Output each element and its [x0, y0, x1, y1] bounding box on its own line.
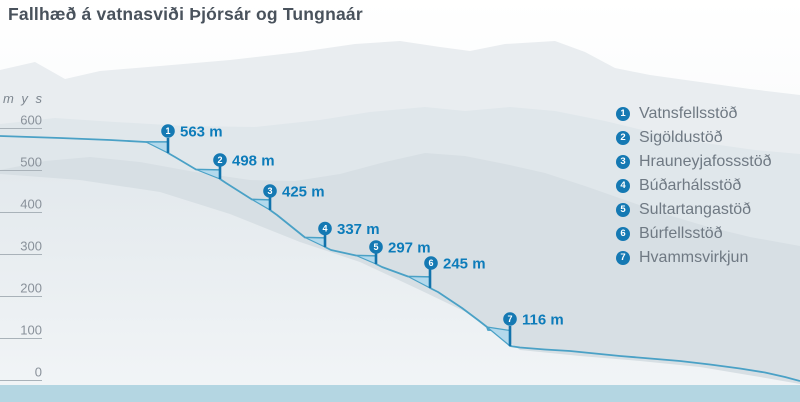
reservoir-wedges	[145, 141, 511, 347]
station-elevation-label: 563 m	[180, 124, 223, 141]
station-badge-1	[161, 124, 175, 138]
legend-badge-5: 5	[616, 203, 630, 217]
legend-item-vatnsfellsstod: 1 Vatnsfellsstöð	[616, 102, 772, 126]
tick-label-500: 500	[20, 155, 42, 170]
station-badge-2	[213, 153, 227, 167]
legend-station-name: Sultartangastöð	[639, 201, 752, 218]
station-elevation-label: 297 m	[388, 240, 431, 257]
station-badge-number: 2	[217, 155, 222, 165]
station-elevation-label: 116 m	[522, 312, 564, 329]
foreground-valley	[0, 174, 800, 402]
station-marker-7: 7 116 m	[503, 312, 564, 329]
page-title: Fallhæð á vatnasviði Þjórsár og Tungnaár	[8, 4, 363, 24]
station-marker-5: 5 297 m	[369, 240, 431, 257]
legend-item-sultartangastod: 5 Sultartangastöð	[616, 198, 772, 222]
station-marker-6: 6 245 m	[424, 256, 486, 273]
station-elevation-label: 425 m	[282, 184, 325, 201]
dam-ticks	[166, 138, 512, 346]
tick-label-300: 300	[20, 239, 42, 254]
axis-unit-label: m y s	[3, 91, 44, 106]
legend-badge-2: 2	[616, 131, 630, 145]
station-badge-number: 1	[165, 126, 170, 136]
station-badge-number: 4	[322, 224, 327, 234]
legend-item-hvammsvirkjun: 7 Hvammsvirkjun	[616, 246, 772, 270]
legend-station-name: Hrauneyjafossstöð	[639, 153, 772, 170]
station-elevation-label: 245 m	[443, 256, 486, 273]
tick-label-600: 600	[20, 113, 42, 128]
station-legend: 1 Vatnsfellsstöð 2 Sigöldustöð 3 Hrauney…	[616, 102, 772, 270]
tick-label-200: 200	[20, 281, 42, 296]
legend-badge-7: 7	[616, 251, 630, 265]
legend-badge-1: 1	[616, 107, 630, 121]
y-axis: m y s 600 500 400 300 200 100 0	[0, 91, 44, 381]
legend-badge-3: 3	[616, 155, 630, 169]
legend-item-sigoldustod: 2 Sigöldustöð	[616, 126, 772, 150]
legend-badge-4: 4	[616, 179, 630, 193]
legend-item-hrauneyjafossstod: 3 Hrauneyjafossstöð	[616, 150, 772, 174]
station-badge-number: 6	[428, 258, 433, 268]
legend-item-burfellsstod: 6 Búrfellsstöð	[616, 222, 772, 246]
legend-station-name: Búðarhálsstöð	[639, 177, 742, 194]
legend-badge-6: 6	[616, 227, 630, 241]
legend-station-name: Búrfellsstöð	[639, 225, 723, 242]
station-elevation-label: 498 m	[232, 153, 275, 170]
station-marker-2: 2 498 m	[213, 153, 275, 170]
station-marker-4: 4 337 m	[318, 221, 380, 238]
station-badge-number: 5	[373, 242, 378, 252]
station-elevation-label: 337 m	[337, 221, 380, 238]
legend-station-name: Hvammsvirkjun	[639, 249, 749, 266]
station-badge-4	[318, 221, 332, 236]
station-badge-5	[369, 240, 383, 254]
tick-label-100: 100	[20, 323, 42, 338]
station-marker-1: 1 563 m	[161, 124, 223, 141]
station-marker-3: 3 425 m	[263, 184, 325, 201]
legend-station-name: Vatnsfellsstöð	[639, 105, 738, 122]
sea-band	[0, 385, 800, 402]
station-badge-number: 7	[507, 314, 512, 324]
legend-station-name: Sigöldustöð	[639, 129, 723, 146]
tick-label-0: 0	[35, 365, 42, 380]
tick-label-400: 400	[20, 197, 42, 212]
station-badge-3	[263, 184, 277, 198]
station-badge-number: 3	[267, 186, 272, 196]
station-badge-6	[424, 256, 438, 270]
station-badge-7	[503, 312, 517, 326]
legend-item-budarhalsstod: 4 Búðarhálsstöð	[616, 174, 772, 198]
